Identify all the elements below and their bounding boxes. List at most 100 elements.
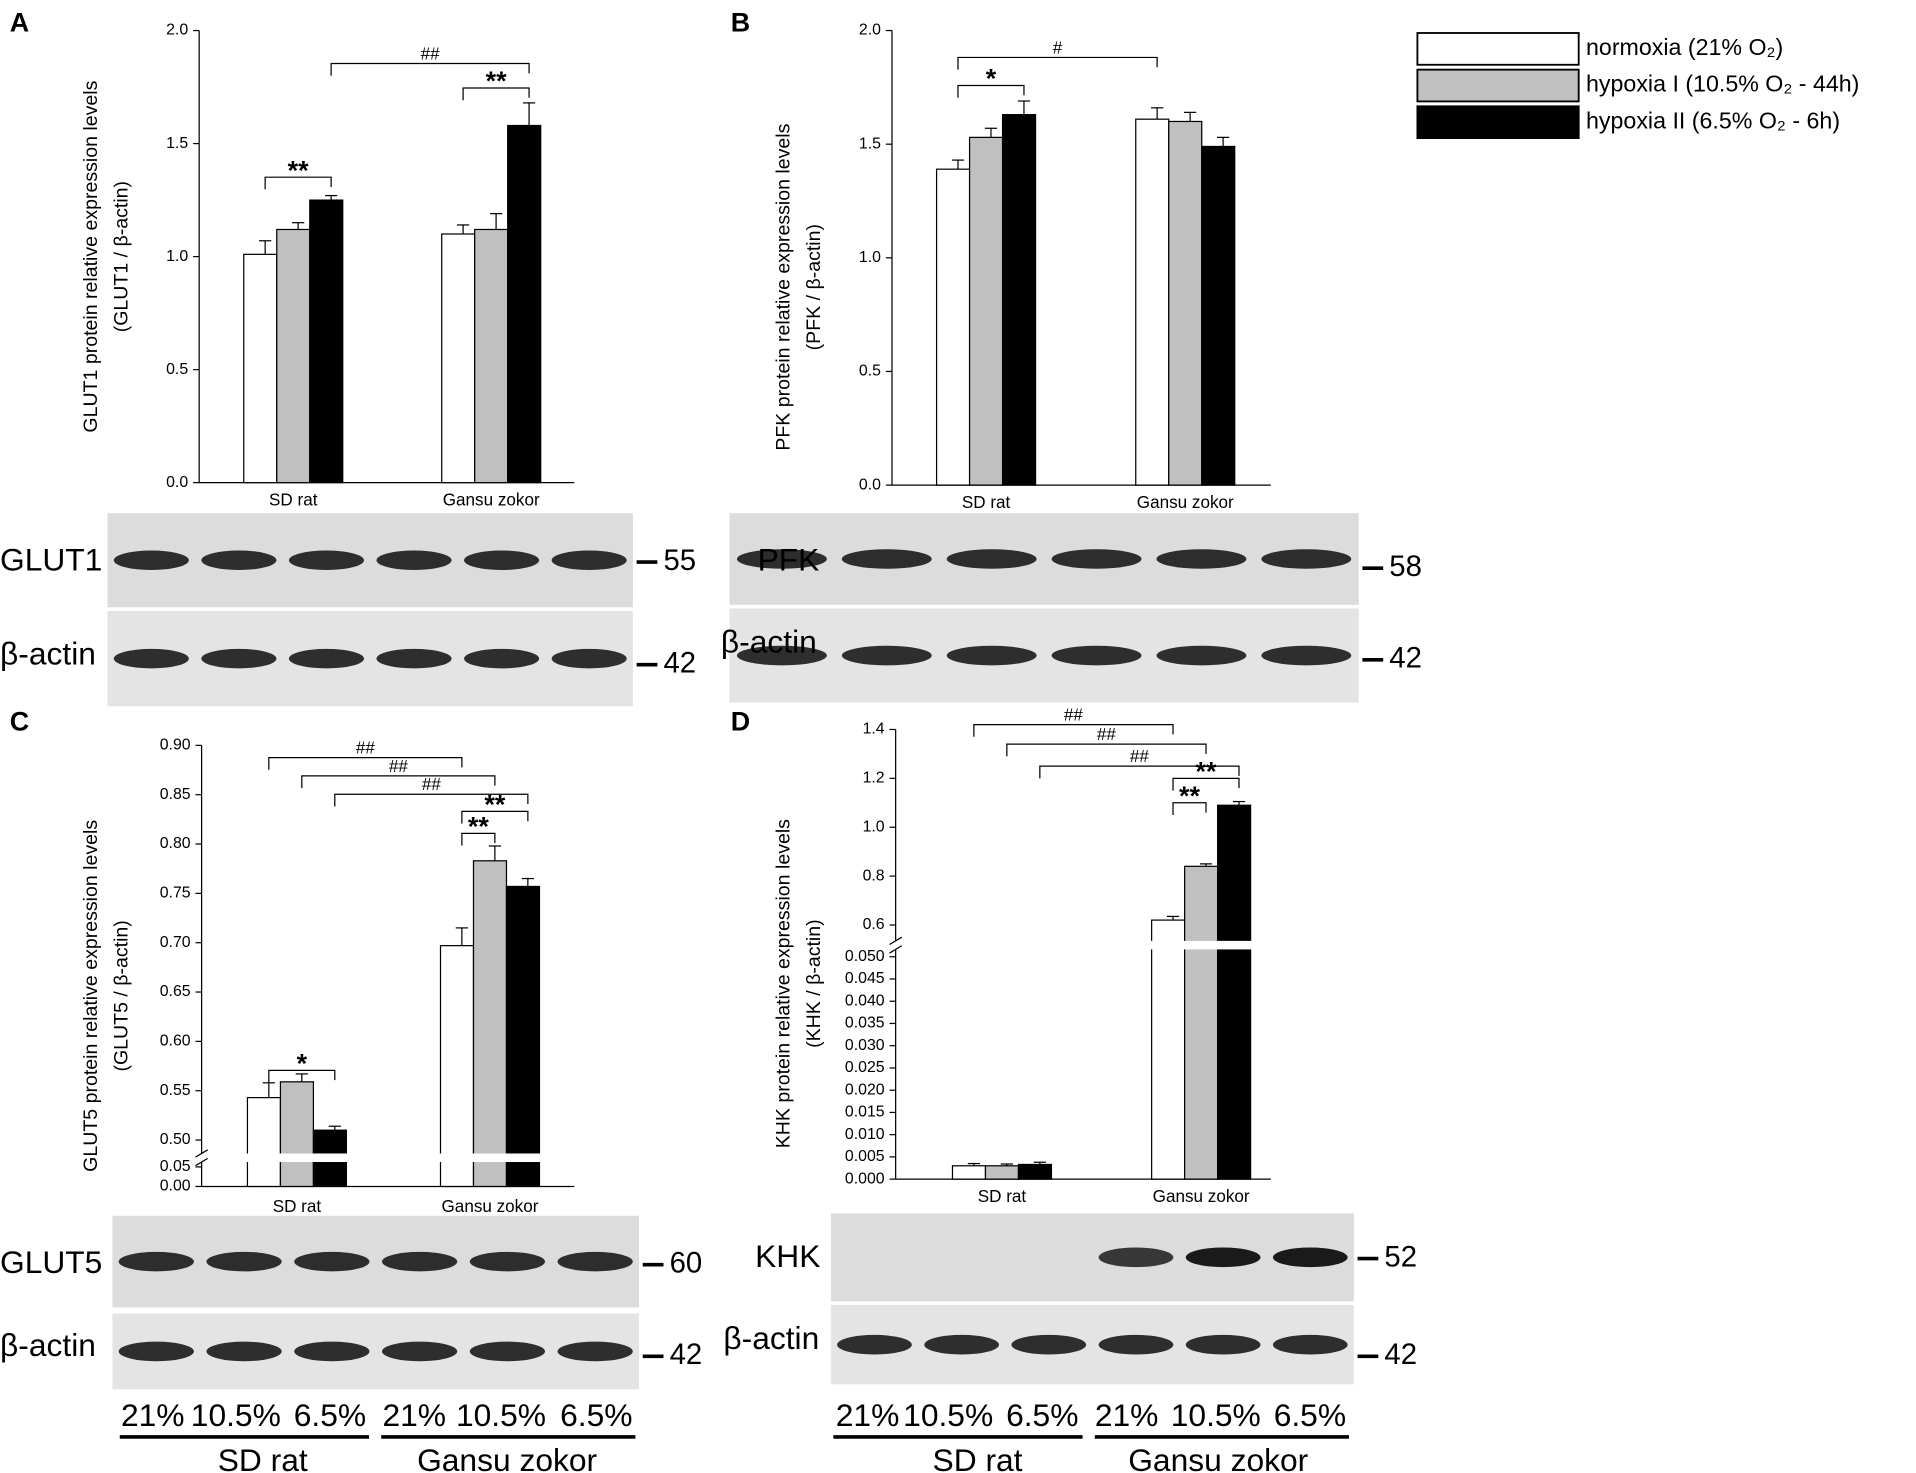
lane-label: 6.5% [294, 1397, 366, 1433]
blot-band [464, 648, 540, 669]
panel-label: B [731, 8, 750, 38]
significance-label: ## [1130, 747, 1150, 766]
significance-label: ## [389, 757, 409, 776]
blot-band [294, 1341, 370, 1362]
group-label: SD rat [933, 1442, 1023, 1473]
legend-swatch [1416, 68, 1580, 103]
significance-bracket [1172, 802, 1207, 816]
blot-label: β-actin [0, 1327, 96, 1363]
kda-label: 52 [1384, 1240, 1417, 1273]
blot-band [1272, 1247, 1348, 1268]
bar [276, 228, 311, 484]
y-tick-label: 0.045 [845, 970, 885, 987]
blot-band [376, 550, 452, 571]
blot-band [837, 1334, 912, 1355]
blot-band [841, 549, 932, 569]
axis-break [885, 940, 1271, 950]
y-tick-label: 1.2 [863, 770, 885, 787]
blot-band [1272, 1334, 1348, 1355]
blot-band [382, 1251, 458, 1272]
y-tick-label: 0.020 [845, 1081, 885, 1098]
significance-label: ## [356, 739, 376, 758]
significance-bracket [461, 832, 496, 846]
blot-label: GLUT5 [0, 1244, 102, 1280]
blot-band [1261, 549, 1352, 569]
kda-label: 42 [1389, 642, 1422, 675]
lane-label: 10.5% [191, 1397, 281, 1433]
y-tick-label: 0.5 [859, 363, 881, 380]
break-mark [195, 1157, 209, 1167]
y-tick-label: 0.035 [845, 1015, 885, 1032]
bar [474, 228, 509, 484]
x-tick-label: SD rat [269, 490, 318, 509]
y-tick-label: 0.005 [845, 1148, 885, 1165]
blot-band [1051, 645, 1142, 666]
significance-bracket [1006, 743, 1207, 757]
blot-band [382, 1341, 458, 1362]
y-tick-label: 1.5 [859, 135, 881, 152]
y-tick-label: 0.010 [845, 1126, 885, 1143]
kda-label: 58 [1389, 550, 1422, 583]
significance-label: ## [1064, 706, 1084, 725]
x-tick-label: Gansu zokor [1137, 493, 1234, 512]
blot-band [118, 1251, 194, 1272]
y-axis-label: (GLUT1 / β-actin) [110, 181, 132, 332]
significance-label: ** [484, 790, 505, 820]
blot-band [464, 550, 540, 571]
group-label: SD rat [218, 1442, 308, 1473]
y-axis-label: KHK protein relative expression levels [773, 819, 795, 1148]
bar [439, 945, 475, 1188]
blot-band [1098, 1334, 1174, 1355]
x-tick-label: SD rat [978, 1187, 1027, 1206]
y-axis-label: (KHK / β-actin) [803, 919, 825, 1048]
blot-strip [112, 1215, 640, 1308]
y-tick-label: 0.6 [863, 916, 885, 933]
blot-strip [107, 610, 633, 707]
significance-label: ** [288, 155, 309, 185]
kda-label: 42 [663, 646, 696, 679]
blot-band [113, 550, 189, 571]
lane-label: 21% [836, 1397, 900, 1433]
bar [1151, 919, 1186, 1180]
bar [309, 199, 344, 484]
group-label: Gansu zokor [1128, 1442, 1308, 1473]
blot-band [946, 645, 1037, 666]
lane-label: 21% [121, 1397, 185, 1433]
blot-strip [830, 1213, 1354, 1302]
bar [1017, 1163, 1053, 1180]
bar [472, 860, 508, 1188]
blot-band [469, 1341, 546, 1362]
blot-label: β-actin [723, 1320, 819, 1356]
blot-band [376, 648, 452, 669]
y-tick-label: 1.4 [863, 721, 885, 738]
lane-label: 6.5% [1274, 1397, 1346, 1433]
y-axis-label: GLUT1 protein relative expression levels [80, 80, 102, 432]
blot-strip [107, 513, 633, 608]
y-tick-label: 0.0 [166, 474, 188, 491]
blot-band [551, 550, 627, 571]
significance-bracket [957, 84, 1025, 98]
bar [243, 253, 278, 484]
blot-band [201, 648, 277, 669]
y-tick-label: 0.040 [845, 992, 885, 1009]
blot-band [1156, 549, 1247, 569]
blot-band [294, 1251, 370, 1272]
axis-break [191, 1153, 575, 1163]
y-tick-label: 1.0 [859, 249, 881, 266]
significance-label: ** [486, 66, 507, 96]
panel-label: D [731, 706, 750, 736]
y-axis-label: (PFK / β-actin) [803, 224, 825, 350]
panel-label: A [10, 8, 29, 38]
kda-label: 55 [663, 544, 696, 577]
bar [1217, 804, 1252, 1180]
blot-label: β-actin [721, 623, 817, 659]
significance-bracket [1172, 777, 1240, 791]
blot-band [113, 648, 189, 669]
significance-bracket [461, 810, 529, 824]
blot-strip [830, 1304, 1354, 1385]
significance-label: * [297, 1049, 308, 1079]
bar [246, 1096, 282, 1188]
panel-label: C [10, 706, 29, 736]
y-tick-label: 0.70 [160, 934, 191, 951]
